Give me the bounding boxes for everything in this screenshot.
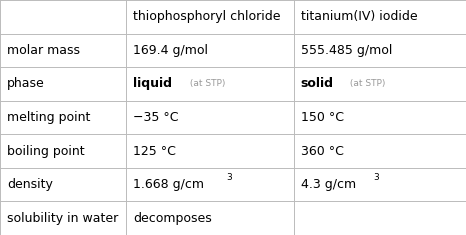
- Text: boiling point: boiling point: [7, 145, 85, 158]
- Text: 169.4 g/mol: 169.4 g/mol: [133, 44, 208, 57]
- Text: 125 °C: 125 °C: [133, 145, 176, 158]
- Text: liquid: liquid: [133, 77, 172, 90]
- Text: thiophosphoryl chloride: thiophosphoryl chloride: [133, 10, 281, 23]
- Text: density: density: [7, 178, 53, 191]
- Text: solid: solid: [301, 77, 334, 90]
- Text: phase: phase: [7, 77, 45, 90]
- Text: (at STP): (at STP): [187, 79, 225, 88]
- Text: −35 °C: −35 °C: [133, 111, 178, 124]
- Text: 555.485 g/mol: 555.485 g/mol: [301, 44, 392, 57]
- Text: molar mass: molar mass: [7, 44, 80, 57]
- Text: decomposes: decomposes: [133, 212, 212, 225]
- Text: solubility in water: solubility in water: [7, 212, 118, 225]
- Text: titanium(IV) iodide: titanium(IV) iodide: [301, 10, 417, 23]
- Text: (at STP): (at STP): [347, 79, 385, 88]
- Text: 4.3 g/cm: 4.3 g/cm: [301, 178, 356, 191]
- Text: 360 °C: 360 °C: [301, 145, 343, 158]
- Text: 3: 3: [373, 173, 379, 182]
- Text: 150 °C: 150 °C: [301, 111, 343, 124]
- Text: melting point: melting point: [7, 111, 90, 124]
- Text: 1.668 g/cm: 1.668 g/cm: [133, 178, 204, 191]
- Text: 3: 3: [226, 173, 232, 182]
